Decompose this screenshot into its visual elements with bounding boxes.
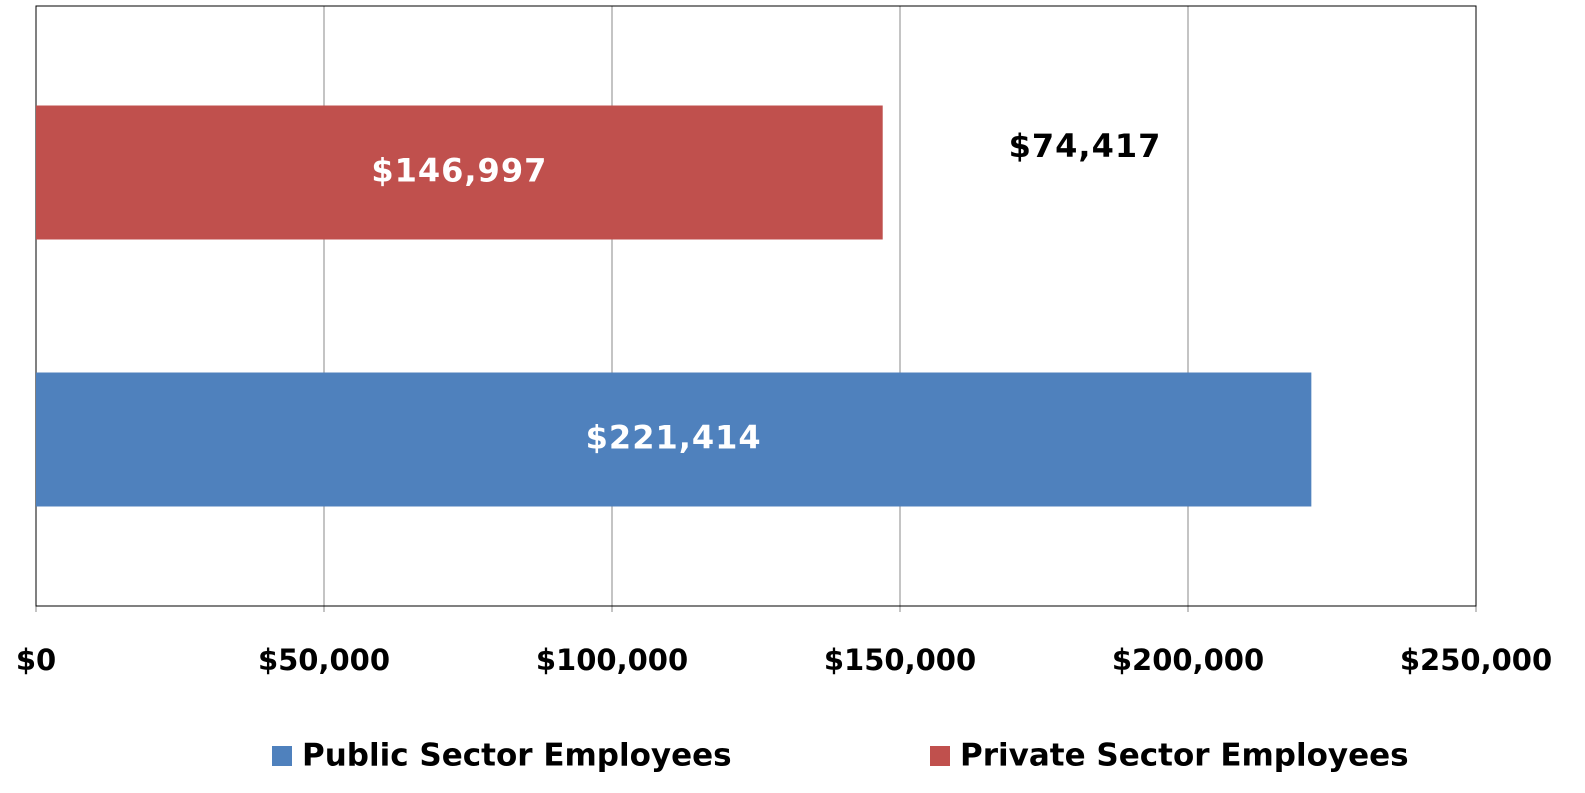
x-tick-label: $100,000: [536, 643, 688, 677]
legend-swatch: [272, 746, 292, 766]
bar: [36, 372, 1312, 507]
x-tick-label: $0: [16, 643, 56, 677]
x-tick-label: $250,000: [1400, 643, 1552, 677]
legend-label: Public Sector Employees: [302, 738, 732, 774]
legend-swatch: [930, 746, 950, 766]
legend-label: Private Sector Employees: [960, 738, 1409, 774]
annotation: $74,417: [1009, 127, 1162, 165]
bar: [36, 105, 883, 240]
x-tick-label: $200,000: [1112, 643, 1264, 677]
plot-border: [35, 5, 1477, 607]
data-label: $146,997: [371, 152, 547, 190]
data-label: $221,414: [586, 419, 762, 457]
x-tick-label: $50,000: [258, 643, 390, 677]
x-tick-label: $150,000: [824, 643, 976, 677]
